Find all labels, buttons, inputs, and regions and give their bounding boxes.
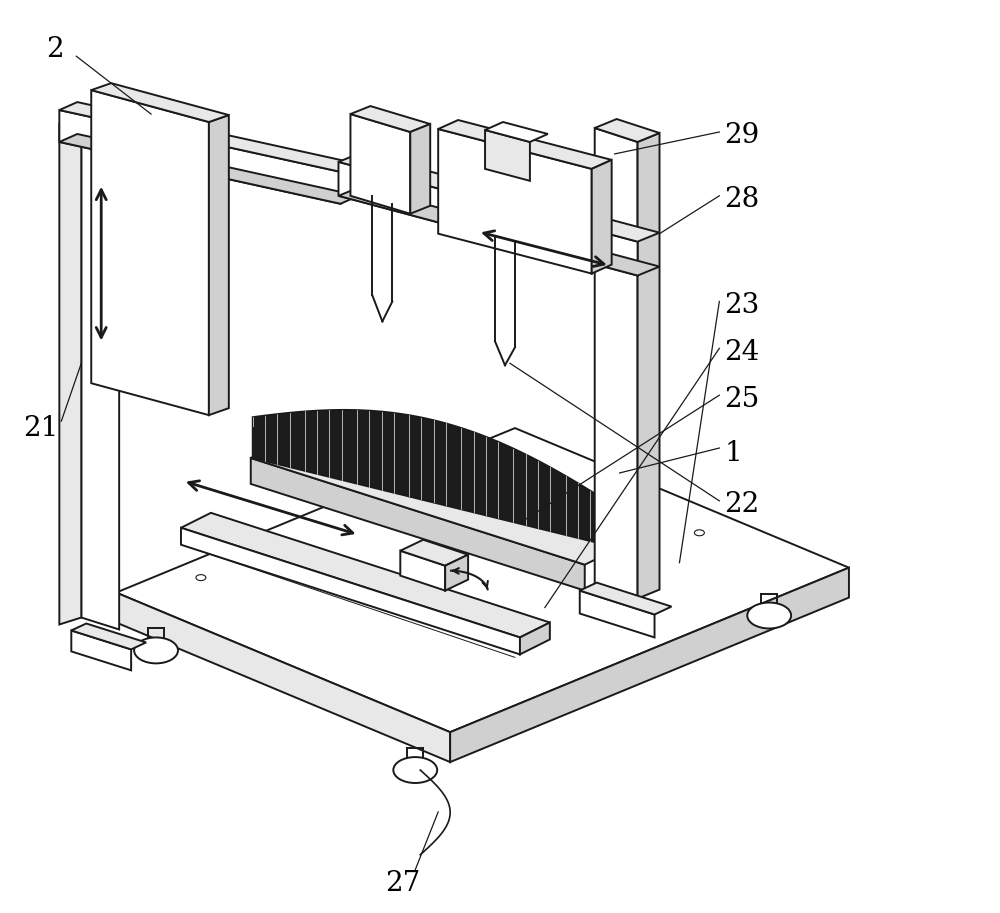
Polygon shape [251, 441, 620, 564]
Polygon shape [338, 152, 660, 242]
Polygon shape [59, 110, 340, 204]
Polygon shape [81, 117, 119, 629]
Polygon shape [116, 428, 849, 732]
Polygon shape [338, 187, 660, 276]
Polygon shape [71, 631, 131, 670]
Polygon shape [59, 117, 119, 136]
Polygon shape [400, 551, 445, 591]
Text: 21: 21 [23, 415, 59, 442]
Polygon shape [450, 568, 849, 762]
Polygon shape [580, 582, 671, 614]
Polygon shape [400, 540, 468, 566]
Polygon shape [485, 122, 548, 142]
Polygon shape [71, 624, 146, 649]
Polygon shape [59, 102, 358, 172]
Polygon shape [485, 130, 530, 181]
Text: 24: 24 [724, 339, 760, 366]
Polygon shape [91, 83, 229, 122]
Polygon shape [181, 513, 550, 637]
Ellipse shape [134, 637, 178, 664]
Polygon shape [438, 129, 592, 274]
Text: 28: 28 [724, 186, 760, 214]
Text: 2: 2 [46, 36, 64, 63]
Text: 25: 25 [724, 385, 760, 413]
Text: 29: 29 [724, 122, 760, 150]
Polygon shape [181, 528, 520, 655]
Polygon shape [438, 120, 612, 169]
Text: 22: 22 [724, 491, 760, 519]
Polygon shape [116, 593, 450, 762]
Polygon shape [59, 134, 358, 204]
Ellipse shape [694, 530, 704, 536]
Ellipse shape [393, 757, 437, 783]
Polygon shape [338, 162, 638, 276]
Polygon shape [638, 133, 660, 599]
Polygon shape [91, 90, 209, 415]
Polygon shape [592, 160, 612, 274]
Text: 23: 23 [724, 292, 760, 319]
Polygon shape [595, 119, 660, 142]
Polygon shape [410, 124, 430, 214]
Polygon shape [209, 115, 229, 415]
Polygon shape [253, 410, 618, 548]
Ellipse shape [747, 603, 791, 628]
Polygon shape [595, 128, 638, 599]
Polygon shape [520, 623, 550, 655]
Polygon shape [445, 555, 468, 591]
Polygon shape [350, 114, 410, 214]
Polygon shape [251, 458, 585, 591]
Text: 1: 1 [724, 439, 742, 467]
Ellipse shape [196, 574, 206, 581]
Polygon shape [580, 591, 655, 637]
Text: 27: 27 [385, 870, 421, 897]
Polygon shape [59, 117, 81, 624]
Polygon shape [350, 106, 430, 132]
